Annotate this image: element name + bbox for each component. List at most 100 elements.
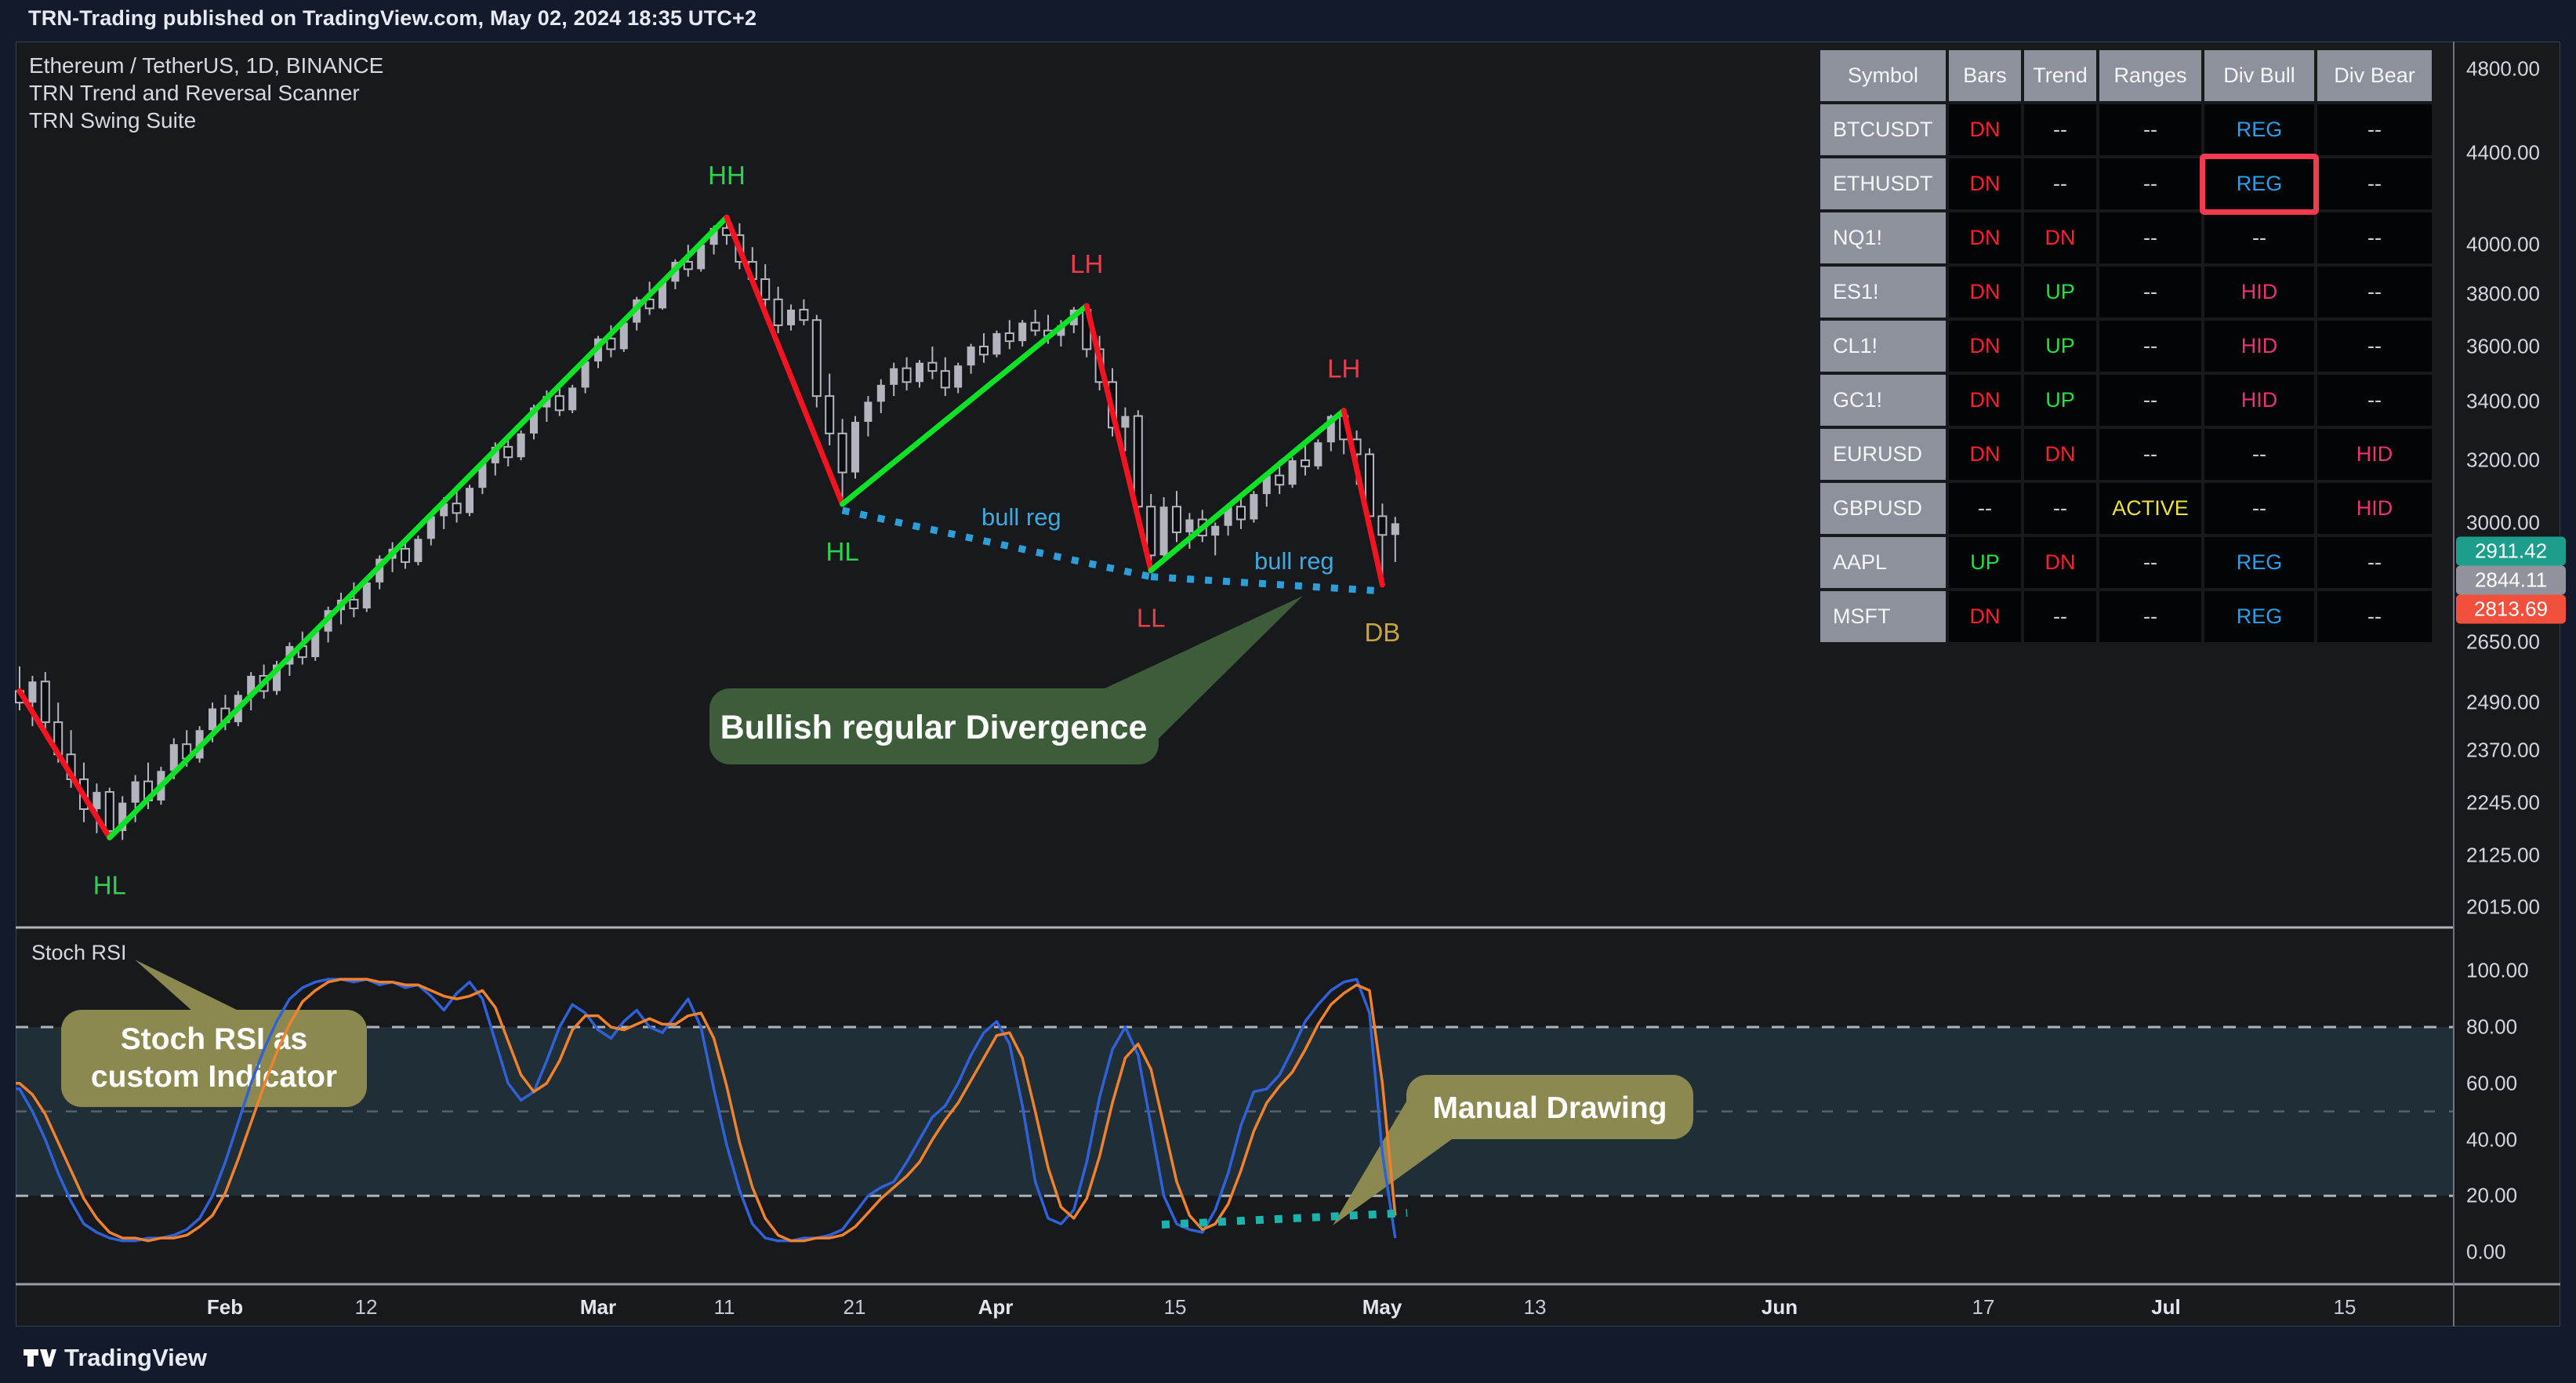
table-value-cell: DN [1949, 104, 2021, 155]
callout-bullish-divergence[interactable] [709, 688, 1159, 764]
manual-drawing-dotted-line[interactable] [1161, 1209, 1408, 1229]
table-value-cell: -- [2024, 591, 2096, 642]
table-value-cell: DN [2024, 537, 2096, 588]
stoch-tick-label: 0.00 [2466, 1240, 2506, 1264]
table-value-cell: -- [1949, 483, 2021, 534]
table-symbol-cell[interactable]: MSFT [1820, 591, 1946, 642]
table-value-cell: HID [2204, 267, 2314, 318]
callout-stoch-rsi[interactable] [61, 1010, 367, 1107]
table-value-cell: UP [2024, 321, 2096, 372]
candle-body [1057, 325, 1065, 336]
candle-body [1159, 506, 1168, 556]
divergence-label: bull reg [981, 503, 1061, 531]
candle-body [452, 503, 462, 514]
table-symbol-cell[interactable]: ES1! [1820, 267, 1946, 318]
divergence-dotted-line[interactable] [1150, 573, 1383, 595]
table-symbol-cell[interactable]: NQ1! [1820, 212, 1946, 263]
table-symbol-cell[interactable]: EURUSD [1820, 429, 1946, 480]
candle-body [1224, 506, 1232, 526]
candle-body [169, 744, 178, 771]
candle-body [1262, 475, 1271, 495]
table-value-cell: -- [2317, 375, 2432, 426]
price-tick-label: 3400.00 [2466, 389, 2540, 413]
divergence-label: bull reg [1254, 547, 1334, 575]
table-value-cell: DN [1949, 375, 2021, 426]
candle-body [876, 384, 885, 402]
candle-body [940, 370, 950, 389]
candle-body [1236, 506, 1246, 521]
table-value-cell: DN [1949, 267, 2021, 318]
table-symbol-cell[interactable]: GBPUSD [1820, 483, 1946, 534]
candle-body [414, 539, 423, 562]
candle-body [93, 792, 101, 810]
candle-body [568, 387, 577, 411]
legend-symbol[interactable]: Ethereum / TetherUS, 1D, BINANCE [29, 53, 384, 78]
brand-text[interactable]: TradingView [64, 1344, 208, 1371]
table-value-cell: -- [2099, 104, 2201, 155]
table-header-cell: Div Bear [2317, 50, 2432, 101]
callout-pointer [135, 960, 240, 1011]
candle-body [401, 547, 410, 563]
table-symbol-cell[interactable]: CL1! [1820, 321, 1946, 372]
price-tick-label: 3600.00 [2466, 334, 2540, 358]
candle-body [466, 488, 473, 514]
table-value-cell: -- [2099, 267, 2201, 318]
table-value-cell: -- [2024, 104, 2096, 155]
price-tick-label: 3200.00 [2466, 448, 2540, 472]
zigzag-segment [1083, 303, 1154, 574]
candle-body [837, 432, 847, 474]
candle-body [118, 802, 127, 831]
table-value-cell: -- [2204, 429, 2314, 480]
table-value-cell: -- [2204, 212, 2314, 263]
table-symbol-cell[interactable]: ETHUSDT [1820, 158, 1946, 209]
candle-body [1314, 442, 1322, 466]
table-value-cell: DN [1949, 212, 2021, 263]
table-value-cell: DN [2024, 212, 2096, 263]
time-tick-label: May [1362, 1295, 1402, 1319]
stoch-d-line [16, 978, 1397, 1243]
candle-body [1018, 322, 1027, 342]
time-tick-label: Mar [579, 1295, 617, 1319]
candle-body [273, 664, 281, 692]
time-tick-label: Apr [978, 1295, 1014, 1319]
table-value-cell: REG [2204, 158, 2314, 209]
table-value-cell: -- [2317, 104, 2432, 155]
table-value-cell: -- [2099, 375, 2201, 426]
table-value-cell: DN [1949, 429, 2021, 480]
table-value-cell: UP [2024, 375, 2096, 426]
table-value-cell: -- [2099, 321, 2201, 372]
legend-indicator-2[interactable]: TRN Swing Suite [29, 108, 197, 132]
candle-body [697, 245, 706, 270]
pivot-label-LL: LL [1137, 604, 1166, 633]
table-symbol-cell[interactable]: BTCUSDT [1820, 104, 1946, 155]
table-value-cell: UP [2024, 267, 2096, 318]
table-symbol-cell[interactable]: AAPL [1820, 537, 1946, 588]
candle-body [1121, 416, 1130, 428]
stoch-rsi-pane-label[interactable]: Stoch RSI [31, 941, 127, 964]
time-tick-label: 15 [1163, 1295, 1187, 1319]
pivot-label-LH: LH [1070, 249, 1103, 278]
pivot-label-HL: HL [826, 537, 859, 566]
candle-body [247, 675, 256, 695]
candle-body [1275, 474, 1285, 486]
stoch-tick-label: 20.00 [2466, 1183, 2518, 1207]
candle-body [28, 681, 37, 703]
table-value-cell: ACTIVE [2099, 483, 2201, 534]
candle-body [478, 463, 487, 488]
scanner-table[interactable]: Symbol Bars Trend Ranges Div Bull Div Bear BTC… [1820, 50, 2432, 642]
callout-manual-drawing[interactable] [1406, 1075, 1693, 1139]
tradingview-logo-icon[interactable] [22, 1342, 56, 1374]
table-value-cell: -- [2317, 158, 2432, 209]
stoch-tick-label: 80.00 [2466, 1015, 2518, 1039]
candle-body [1172, 506, 1181, 533]
table-value-cell: -- [2317, 537, 2432, 588]
table-value-cell: -- [2099, 212, 2201, 263]
table-value-cell: DN [1949, 321, 2021, 372]
candle-body [683, 260, 693, 270]
time-tick-label: 12 [354, 1295, 378, 1319]
table-value-cell: HID [2317, 429, 2432, 480]
legend-indicator-1[interactable]: TRN Trend and Reversal Scanner [29, 81, 360, 105]
candle-body [799, 308, 809, 321]
table-symbol-cell[interactable]: GC1! [1820, 375, 1946, 426]
